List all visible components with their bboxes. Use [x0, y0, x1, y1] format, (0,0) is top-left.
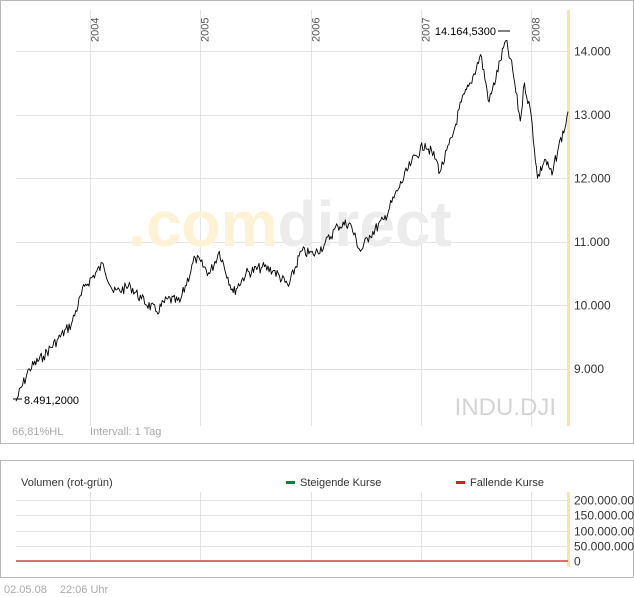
footer-time: 22:06 Uhr [59, 584, 109, 596]
volume-grid [16, 492, 570, 567]
y-tick-label: 11.000 [574, 235, 610, 249]
legend-rising: Steigende Kurse [286, 477, 381, 489]
volume-chart-frame [0, 460, 634, 578]
watermark-com: .com [128, 188, 277, 260]
footer: 02.05.08 22:06 Uhr [4, 584, 118, 596]
y-tick-label: 14.000 [574, 44, 611, 58]
y-tick-labels: 14.000 13.000 12.000 11.000 10.000 9.000 [574, 44, 611, 376]
legend-rising-label: Steigende Kurse [300, 477, 381, 489]
symbol-label: INDU.DJI [455, 394, 556, 421]
price-series-line [15, 39, 569, 402]
x-tick-labels: 2004 2005 2006 2007 2008 [90, 18, 543, 42]
x-tick-label: 2006 [311, 18, 323, 42]
price-line-group [15, 39, 569, 402]
high-label: 14.164,5300 [435, 26, 496, 38]
legend-falling-label: Fallende Kurse [470, 477, 544, 489]
volume-title: Volumen (rot-grün) [21, 477, 113, 489]
legend-falling-swatch [456, 481, 465, 484]
y-tick-label: 9.000 [574, 362, 604, 376]
volume-y-tick-label: 200.000.000 [574, 494, 634, 508]
legend-falling: Fallende Kurse [456, 477, 544, 489]
volume-y-tick-label: 150.000.000 [574, 509, 634, 523]
watermark-direct: direct [278, 188, 452, 260]
volume-y-tick-label: 0 [574, 555, 581, 569]
price-chart: .comdirect INDU.DJI 2004 2005 2006 2007 2008… [0, 0, 634, 444]
legend-rising-swatch [286, 481, 295, 484]
interval-label: Intervall: 1 Tag [90, 426, 161, 438]
volume-y-tick-labels: 200.000.000150.000.000 100.000.00050.000.… [574, 494, 634, 569]
range-percent-label: 66,81%HL [12, 426, 63, 438]
y-tick-label: 12.000 [574, 171, 611, 185]
watermark: .comdirect [128, 188, 452, 260]
x-tick-label: 2007 [421, 18, 433, 42]
low-annotation: 8.491,2000 [13, 395, 79, 407]
volume-chart: Volumen (rot-grün) Steigende Kurse Falle… [0, 460, 634, 578]
y-tick-label: 10.000 [574, 298, 611, 312]
low-label: 8.491,2000 [24, 395, 79, 407]
x-tick-label: 2004 [90, 18, 102, 42]
x-tick-label: 2005 [200, 18, 212, 42]
volume-y-tick-label: 100.000.000 [574, 525, 634, 539]
price-grid [16, 10, 570, 426]
x-tick-label: 2008 [531, 18, 543, 42]
y-tick-label: 13.000 [574, 108, 611, 122]
high-annotation: 14.164,5300 [435, 26, 510, 38]
volume-y-tick-label: 50.000.000 [574, 540, 634, 554]
footer-date: 02.05.08 [4, 584, 47, 596]
